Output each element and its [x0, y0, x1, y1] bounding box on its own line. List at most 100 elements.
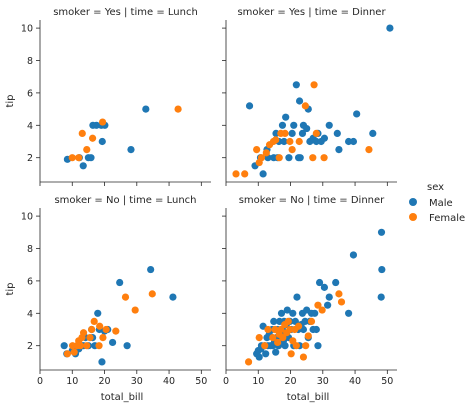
data-point-male	[349, 137, 358, 146]
data-point-female	[287, 350, 295, 358]
y-tick-label: 8	[27, 56, 33, 67]
data-point-female	[86, 334, 94, 342]
y-tick-label: 4	[27, 309, 33, 320]
data-point-female	[318, 306, 326, 314]
data-point-female	[279, 334, 287, 342]
data-point-female	[241, 170, 249, 178]
x-tick-label: 40	[349, 376, 361, 387]
data-point-male	[314, 342, 322, 350]
y-tick-label: 10	[21, 212, 33, 223]
facet-panel-3: smoker = No | time = Lunch 2 4 6 8 10 0 10 20 30 4…	[21, 195, 211, 387]
data-point-male	[262, 350, 270, 358]
y-tick-label: 8	[27, 244, 33, 255]
data-point-female	[83, 146, 91, 154]
data-point-female	[99, 334, 107, 342]
data-point-male	[259, 170, 267, 178]
y-tick-label: 2	[27, 341, 33, 352]
data-point-female	[232, 170, 240, 178]
data-point-male	[386, 24, 394, 32]
data-point-female	[284, 317, 292, 325]
data-point-male	[325, 121, 333, 129]
data-point-female	[365, 146, 373, 154]
data-point-male	[292, 81, 300, 89]
legend-label-female: Female	[429, 213, 465, 224]
data-point-male	[255, 353, 263, 361]
legend-title: sex	[427, 182, 444, 193]
data-point-female	[307, 317, 316, 325]
data-point-male	[332, 278, 340, 287]
data-point-male	[98, 137, 106, 146]
data-point-female	[310, 81, 318, 89]
data-point-female	[302, 342, 310, 350]
data-point-female	[257, 154, 266, 162]
y-tick-label: 10	[21, 24, 33, 35]
data-point-male	[94, 309, 102, 317]
data-point-female	[96, 322, 104, 330]
data-point-male	[315, 278, 324, 287]
data-point-female	[79, 329, 88, 337]
data-point-female	[68, 154, 76, 162]
y-tick-label: 2	[27, 153, 33, 164]
data-point-female	[309, 154, 317, 162]
data-point-male	[335, 146, 343, 154]
data-point-male	[345, 309, 353, 317]
facet-panel-2: smoker = Yes | time = Dinner	[222, 7, 397, 186]
legend-label-male: Male	[429, 198, 453, 209]
data-point-male	[290, 121, 298, 129]
x-tick-label: 0	[37, 376, 43, 387]
data-point-female	[314, 301, 322, 309]
data-point-female	[63, 350, 72, 358]
data-point-female	[272, 136, 280, 144]
data-point-male	[324, 301, 332, 309]
data-point-male	[127, 146, 135, 154]
data-point-female	[102, 325, 110, 334]
data-point-male	[280, 137, 288, 146]
data-point-male	[377, 293, 385, 301]
data-point-male	[369, 129, 377, 137]
data-point-male	[147, 265, 155, 274]
data-point-female	[288, 146, 296, 154]
x-tick-label: 20	[284, 376, 296, 387]
data-point-female	[312, 129, 320, 137]
data-point-female	[76, 342, 84, 350]
data-point-male	[245, 102, 254, 110]
facet-title: smoker = Yes | time = Lunch	[53, 7, 198, 18]
data-point-male	[278, 121, 287, 129]
data-point-female	[292, 342, 300, 350]
y-tick-label: 4	[27, 121, 33, 132]
x-tick-label: 50	[195, 376, 207, 387]
data-point-female	[262, 149, 270, 157]
x-tick-label: 50	[381, 376, 393, 387]
facet-title: smoker = Yes | time = Dinner	[237, 7, 386, 18]
facet-panel-4: smoker = No | time = Dinner 0 10 20 30 40 50	[222, 195, 397, 387]
legend-marker-female	[409, 213, 417, 221]
data-point-female	[264, 325, 272, 334]
data-point-female	[78, 129, 86, 137]
facet-panel-1: smoker = Yes | time = Lunch 2 4 6 8 10	[21, 7, 211, 186]
data-point-female	[75, 154, 83, 162]
data-point-female	[295, 137, 303, 146]
data-point-male	[169, 293, 177, 301]
data-point-male	[312, 325, 320, 334]
data-point-male	[123, 342, 131, 350]
data-point-female	[320, 154, 328, 162]
data-point-female	[244, 358, 253, 366]
data-point-male	[79, 162, 87, 170]
data-point-female	[275, 154, 283, 162]
data-point-male	[283, 306, 291, 314]
data-point-female	[90, 317, 98, 325]
data-point-female	[277, 325, 285, 334]
facet-title: smoker = No | time = Lunch	[54, 195, 196, 206]
data-point-male	[98, 358, 106, 366]
facet-grid: smoker = Yes | time = Lunch 2 4 6 8 10 smoker …	[21, 7, 397, 387]
data-point-female	[261, 342, 269, 350]
data-point-male	[288, 129, 296, 137]
data-point-male	[333, 129, 341, 137]
data-point-female	[281, 129, 289, 137]
data-point-male	[320, 134, 329, 142]
x-tick-label: 20	[98, 376, 110, 387]
y-tick-label: 6	[27, 276, 33, 287]
x-tick-label: 30	[317, 376, 329, 387]
data-point-male	[289, 309, 297, 317]
data-point-male	[303, 124, 311, 133]
